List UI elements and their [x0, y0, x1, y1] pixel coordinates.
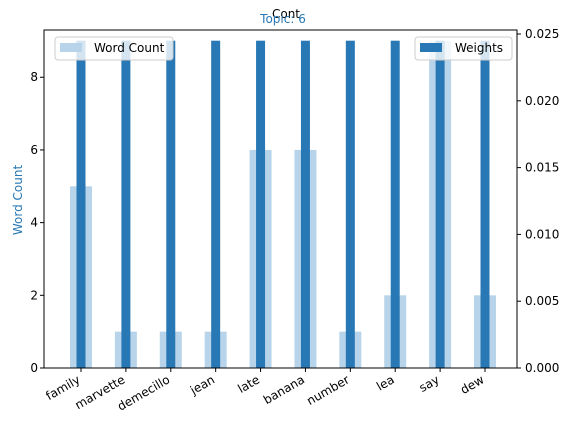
chart-title: Topic: 6	[259, 12, 306, 26]
weights-bar	[480, 40, 490, 368]
x-tick-label: say	[417, 372, 442, 394]
chart-suptitle: Cont	[272, 7, 300, 21]
y-tick-label-right: 0.005	[525, 294, 559, 308]
legend-weights-swatch	[420, 43, 442, 52]
weights-bar	[390, 40, 400, 368]
x-tick-label: dew	[458, 372, 487, 397]
y-tick-label-left: 2	[30, 288, 38, 302]
y-tick-label-right: 0.010	[525, 227, 559, 241]
y-tick-label-right: 0.015	[525, 161, 559, 175]
weights-bar	[166, 40, 176, 368]
legend-weights-box	[414, 36, 513, 61]
legend-weights[interactable]: Weights	[414, 36, 513, 61]
plot-frame	[43, 29, 518, 369]
weights-bar	[435, 40, 445, 368]
y-tick-label-left: 6	[30, 143, 38, 157]
x-tick-label: late	[235, 372, 262, 396]
y-tick-label-right: 0.025	[525, 27, 559, 41]
weights-bars	[76, 40, 490, 368]
y-tick-label-left: 0	[30, 361, 38, 375]
y-tick-label-left: 8	[30, 70, 38, 84]
weights-bar	[121, 40, 131, 368]
word-count-bars	[70, 40, 496, 369]
legend-word-count-swatch	[60, 43, 82, 52]
x-tick-label: lea	[374, 372, 397, 393]
weights-bar	[256, 40, 266, 368]
right-y-axis: 0.000 0.005 0.010 0.015 0.020 0.025	[517, 27, 559, 375]
weights-bar	[211, 40, 221, 368]
y-tick-label-left: 4	[30, 216, 38, 230]
y-tick-label-right: 0.020	[525, 94, 559, 108]
y-tick-label-right: 0.000	[525, 361, 559, 375]
y-axis-label-left: Word Count	[11, 165, 25, 236]
legend-weights-label: Weights	[455, 41, 503, 55]
legend-word-count-box	[54, 36, 174, 61]
x-tick-label: jean	[187, 372, 217, 397]
weights-bar	[345, 40, 355, 368]
weights-bar	[76, 40, 86, 368]
weights-bar	[300, 40, 310, 368]
x-tick-label: banana	[261, 372, 307, 407]
x-tick-label: number	[304, 372, 352, 408]
left-y-axis: 0 2 4 6 8	[30, 70, 44, 375]
legend-word-count[interactable]: Word Count	[54, 36, 174, 61]
legend-word-count-label: Word Count	[94, 41, 165, 55]
